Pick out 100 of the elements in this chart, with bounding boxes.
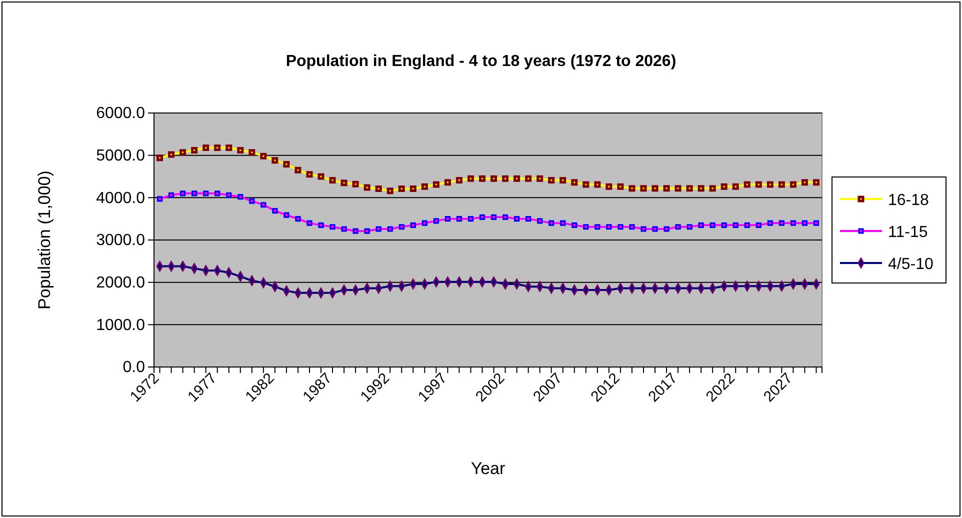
point [410, 222, 416, 228]
point [191, 147, 198, 154]
y-tick-label: 6000.0 [96, 105, 146, 122]
point [560, 177, 566, 184]
point [456, 177, 462, 184]
point [421, 183, 428, 190]
point [812, 179, 820, 186]
point [502, 175, 509, 182]
point [284, 212, 290, 218]
point [398, 224, 404, 230]
y-tick-label: 3000.0 [96, 232, 146, 250]
point [214, 144, 221, 151]
point [490, 175, 498, 182]
y-axis-title: Population (1,000) [35, 170, 54, 310]
point [272, 157, 278, 164]
point [640, 185, 647, 192]
point [778, 220, 784, 226]
point [306, 171, 313, 178]
point [180, 190, 186, 196]
legend-label: 4/5-10 [888, 256, 934, 273]
point [295, 216, 301, 222]
point [606, 224, 612, 230]
point [478, 175, 486, 182]
point [364, 228, 370, 234]
point [526, 216, 532, 222]
point [168, 151, 175, 158]
point [514, 175, 520, 182]
point [386, 188, 394, 194]
point [248, 149, 256, 156]
point [582, 181, 590, 188]
point [341, 226, 347, 232]
point [168, 192, 174, 198]
point [238, 194, 244, 200]
point [214, 190, 220, 196]
point [456, 216, 462, 222]
point [640, 226, 646, 232]
point [192, 190, 198, 196]
point [306, 220, 312, 226]
point [203, 190, 209, 196]
point [766, 181, 774, 188]
point [329, 177, 336, 184]
y-tick-label: 1000.0 [96, 316, 146, 334]
point [698, 222, 704, 228]
point [732, 183, 739, 190]
point [583, 224, 589, 230]
point [629, 224, 635, 230]
point [168, 261, 175, 272]
point [572, 222, 578, 228]
point [594, 181, 601, 188]
point [628, 185, 636, 192]
point [801, 179, 808, 186]
point [444, 179, 451, 186]
point [778, 181, 785, 188]
point [490, 214, 497, 220]
point [767, 220, 773, 226]
y-tick-label: 2000.0 [96, 274, 146, 292]
point [156, 154, 164, 162]
point [202, 144, 210, 151]
point [594, 224, 600, 230]
point [755, 181, 762, 188]
point [686, 185, 693, 192]
point [364, 184, 370, 191]
point [698, 185, 704, 192]
point [283, 160, 290, 168]
point [340, 180, 348, 186]
point [675, 224, 681, 230]
point [444, 216, 450, 222]
point [468, 216, 474, 222]
point [433, 218, 439, 224]
point [237, 147, 244, 154]
point [467, 175, 474, 182]
point [180, 149, 186, 156]
point [422, 220, 428, 226]
point [548, 177, 555, 184]
point [272, 208, 278, 214]
y-tick-label: 0.0 [122, 359, 146, 376]
point [156, 261, 164, 272]
point [674, 185, 682, 192]
point [179, 261, 186, 272]
point [260, 202, 266, 208]
point [537, 218, 543, 224]
point [571, 179, 578, 186]
point [560, 220, 566, 226]
point [813, 220, 820, 226]
legend-label: 11-15 [888, 224, 928, 241]
point [479, 214, 486, 220]
point [721, 222, 727, 228]
point [376, 226, 382, 232]
point [664, 226, 670, 232]
point [226, 144, 232, 151]
point [156, 196, 163, 202]
point [744, 181, 750, 188]
point [318, 173, 324, 180]
point [790, 181, 796, 188]
point [410, 186, 416, 192]
point [502, 214, 508, 220]
point [432, 181, 440, 188]
point [398, 186, 405, 192]
point [720, 183, 728, 190]
point [525, 175, 532, 182]
